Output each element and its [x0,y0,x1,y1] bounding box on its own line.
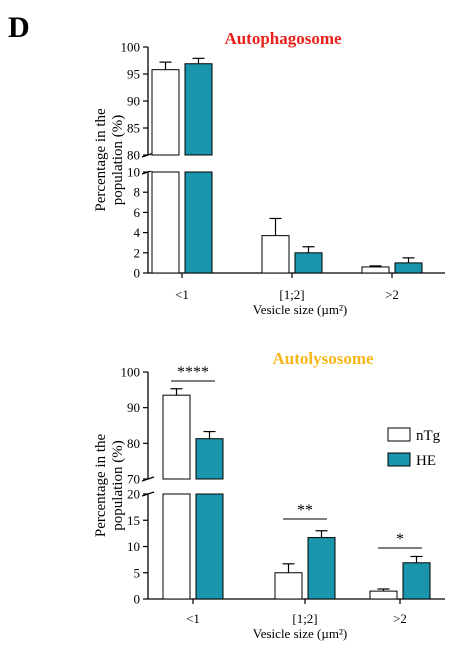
bar-he [402,562,431,600]
y-tick-label: 90 [127,94,140,109]
x-tick-label: >2 [385,287,399,302]
panel-letter: D [8,11,30,44]
chart-autolysosome: Autolysosome Percentage in thepopulation… [93,349,445,641]
legend-label-he: HE [416,453,436,469]
y-axis-label-line-2: population (%) [110,115,126,205]
y-tick-label: 100 [121,40,141,55]
y-axis-label-line-1: Percentage in the [93,434,109,538]
bar-break-gap [150,156,181,171]
bar-ntg [151,171,180,274]
chart-title: Autolysosome [272,349,374,368]
x-axis-label: Vesicle size (µm²) [253,302,347,317]
y-tick-label: 80 [127,148,140,163]
bar-he [195,438,224,480]
y-tick-label: 4 [134,225,141,240]
bar-he [184,63,213,156]
bar-ntg [369,590,398,600]
y-axis-label-line-1: Percentage in the [93,108,109,212]
bar-he [184,171,213,274]
y-tick-label: 5 [134,565,141,580]
y-tick-label: 20 [127,487,140,502]
bar-ntg [361,266,390,274]
x-tick-label: <1 [175,287,189,302]
x-tick-label: [1;2] [279,287,304,302]
bar-break-gap [183,156,214,171]
y-tick-label: 80 [127,436,140,451]
y-tick-label: 8 [134,185,141,200]
chart-title: Autophagosome [224,29,342,48]
y-tick-label: 0 [134,266,141,281]
y-axis-label: Percentage in thepopulation (%) [93,108,126,212]
y-tick-label: 100 [121,365,141,380]
bar-break-gap [161,480,192,493]
y-tick-label: 85 [127,121,140,136]
y-tick-label: 2 [134,245,141,260]
y-tick-label: 10 [127,539,140,554]
significance-label: * [396,531,404,548]
bar-he [394,262,423,274]
bar-break-gap [194,480,225,493]
significance-label: **** [177,364,209,381]
x-tick-label: <1 [186,611,200,626]
x-tick-label: [1;2] [292,611,317,626]
bar-ntg [261,235,290,274]
x-axis-label: Vesicle size (µm²) [253,626,347,641]
y-tick-label: 70 [127,472,140,487]
legend-swatch-he [387,452,411,467]
bar-ntg [162,394,191,480]
legend-label-ntg: nTg [416,428,441,444]
y-tick-label: 90 [127,400,140,415]
y-tick-label: 95 [127,67,140,82]
bar-ntg [151,69,180,156]
bar-ntg [162,493,191,600]
bar-he [195,493,224,600]
y-tick-label: 15 [127,513,140,528]
chart-autophagosome: Autophagosome Percentage in thepopulatio… [93,29,445,317]
y-tick-label: 0 [134,592,141,607]
y-axis-label: Percentage in thepopulation (%) [93,434,126,538]
bar-he [294,252,323,274]
x-tick-label: >2 [393,611,407,626]
bar-ntg [274,572,303,600]
bar-he [307,537,336,600]
y-tick-label: 10 [127,165,140,180]
y-axis-label-line-2: population (%) [110,440,126,530]
significance-label: ** [297,502,313,519]
legend-swatch-ntg [387,427,411,442]
y-tick-label: 6 [134,205,141,220]
legend: nTg HE [387,427,441,469]
